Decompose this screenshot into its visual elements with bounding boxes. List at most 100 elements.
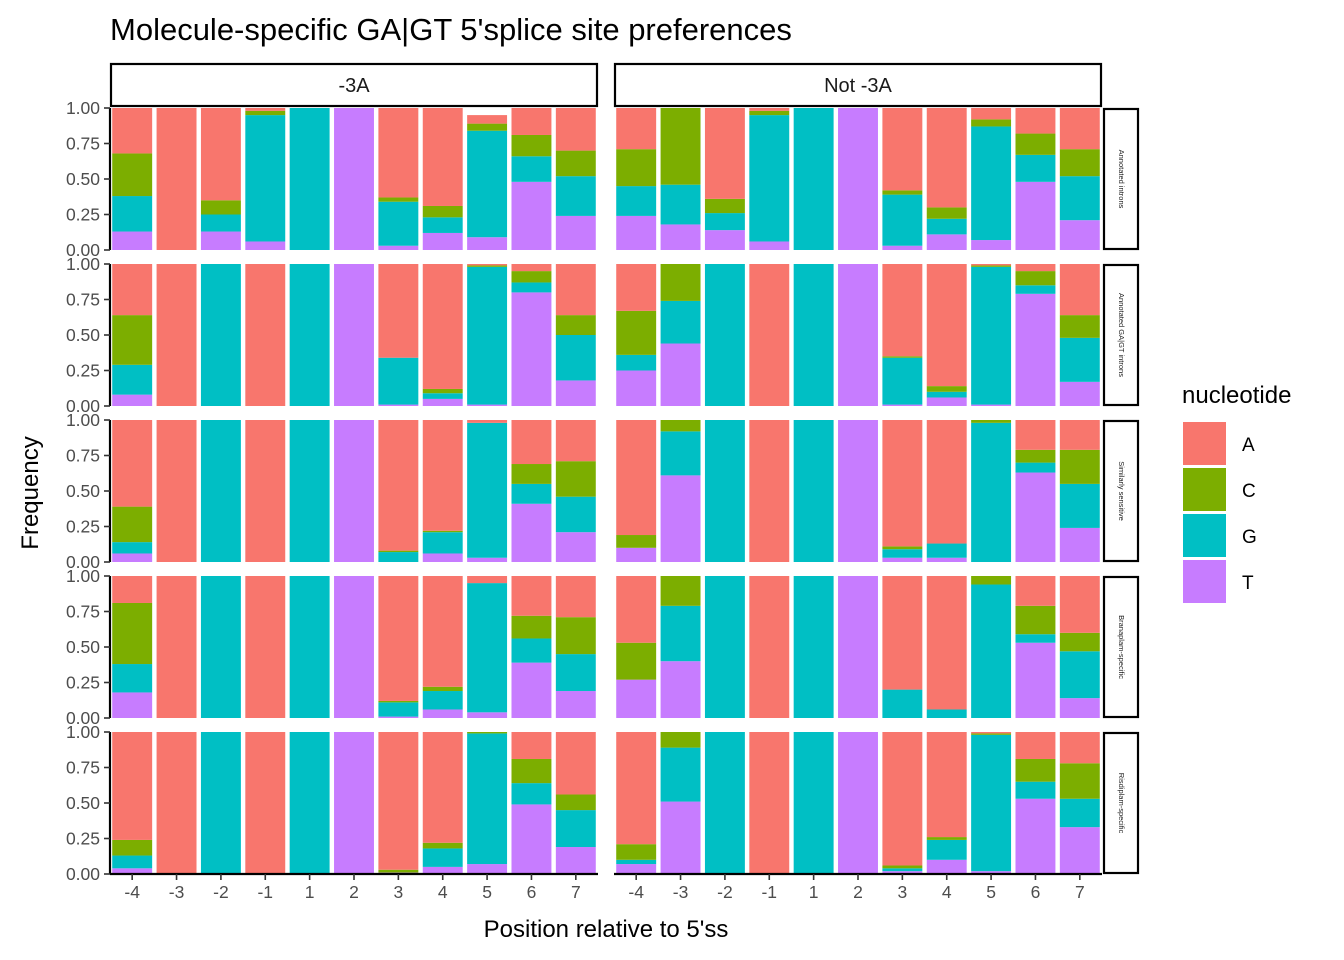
panel-branaplam-specific-3a: 0.00 0.25 0.50 0.75 1.00 (66, 566, 596, 728)
panel-risdiplam-specific-not-3a: -4 -3 -2 -1 1 2 3 4 5 6 7 (614, 732, 1102, 902)
panels: -3A Not -3A Annotated introns Annotated GA|… (66, 62, 1140, 902)
bar-segment-c-pos-5 (971, 576, 1012, 585)
bar-segment-a-pos-6 (511, 732, 552, 759)
x-tick-label: 5 (986, 882, 996, 902)
bar-segment-c-pos-3 (378, 197, 419, 202)
x-tick-label: -3 (169, 882, 185, 902)
bar-segment-a-pos-3 (378, 576, 419, 701)
x-tick-label: -4 (628, 882, 644, 902)
x-tick-label: 3 (393, 882, 403, 902)
column-strip-not-3a: Not -3A (613, 62, 1103, 108)
bar-segment-a-pos-4 (926, 732, 967, 838)
bar-segment-g-pos-3 (378, 201, 419, 246)
row-strip-annotated-ga-gt-introns: Annotated GA|GT introns (1102, 263, 1140, 407)
legend-label: T (1242, 573, 1254, 594)
bar-segment-t-pos-4 (616, 864, 657, 874)
bar-segment-g-pos-7 (555, 496, 596, 533)
bar-segment-t-pos-2 (838, 576, 878, 718)
bar-segment-c-pos-4 (422, 530, 463, 533)
bar-segment-a-pos-7 (1059, 420, 1100, 450)
bar-segment-g-pos-3 (378, 357, 419, 405)
x-tick-label: -2 (213, 882, 229, 902)
column-strip-3a: -3A (109, 62, 599, 108)
y-tick-label: 1.00 (66, 98, 100, 118)
bar-segment-a-pos-3 (882, 264, 923, 357)
row-strip-label: Similarly sensitive (1117, 461, 1126, 521)
bar-segment-g-pos-3 (660, 184, 701, 225)
bar-segment-t-pos-2 (334, 264, 374, 406)
bar-segment-g-pos-5 (467, 266, 508, 405)
column-strip-box (613, 62, 1103, 108)
y-tick-label: 0.00 (66, 864, 100, 884)
bar-segment-c-pos-6 (511, 464, 552, 484)
bar-segment-a-pos-1 (749, 264, 790, 406)
bar-segment-g-pos-5 (971, 422, 1012, 562)
bar-segment-g-pos-1 (289, 108, 330, 250)
bar-segment-g-pos-3 (660, 300, 701, 344)
bar-segment-c-pos-4 (616, 535, 657, 548)
bar-segment-g-pos-1 (245, 115, 286, 242)
bar-segment-c-pos-6 (1015, 758, 1056, 782)
row-strip-label: Branaplam-specific (1117, 615, 1126, 679)
y-tick-label: 0.50 (66, 793, 100, 813)
bar-segment-g-pos-2 (200, 732, 241, 874)
x-tick-label: -3 (673, 882, 689, 902)
bar-segment-t-pos-3 (882, 871, 923, 874)
row-strip-label: Annotated GA|GT introns (1117, 293, 1126, 377)
column-strip-label: -3A (338, 75, 370, 97)
bar-segment-a-pos-3 (882, 576, 923, 690)
bar-segment-g-pos-2 (704, 732, 745, 874)
bar-segment-t-pos-5 (467, 557, 508, 562)
y-tick-label: 1.00 (66, 254, 100, 274)
bar-segment-t-pos-4 (112, 553, 153, 562)
bar-segment-g-pos-7 (555, 335, 596, 381)
bar-segment-c-pos-7 (555, 315, 596, 335)
bar-segment-a-pos-6 (511, 108, 552, 135)
bar-segment-a-pos-3 (882, 108, 923, 191)
y-tick-label: 0.25 (66, 673, 100, 693)
bar-segment-c-pos-3 (660, 732, 701, 748)
bar-segment-c-pos-4 (926, 386, 967, 392)
bar-segment-t-pos-3 (660, 475, 701, 562)
bar-segment-g-pos-2 (704, 576, 745, 718)
bar-segment-g-pos-4 (422, 691, 463, 710)
bar-segment-a-pos-1 (749, 108, 790, 111)
bar-segment-g-pos-1 (793, 732, 834, 874)
bar-segment-c-pos-7 (1059, 763, 1100, 799)
bar-segment-a-pos-5 (971, 732, 1012, 734)
y-tick-label: 0.50 (66, 169, 100, 189)
legend-key (1183, 560, 1226, 603)
legend-item-t: T (1183, 560, 1254, 603)
bar-segment-a-pos-6 (1015, 576, 1056, 606)
bar-segment-a-pos-2 (704, 108, 745, 199)
bar-segment-a-pos-7 (1059, 108, 1100, 150)
bar-segment-a-pos-7 (555, 420, 596, 462)
bar-segment-g-pos-3 (660, 431, 701, 476)
bar-segment-a-pos-6 (511, 576, 552, 616)
bar-segment-g-pos-2 (704, 420, 745, 562)
bar-segment-g-pos-1 (289, 732, 330, 874)
bar-segment-c-pos-4 (422, 842, 463, 849)
bar-segment-c-pos-3 (660, 264, 701, 301)
bar-segment-a-pos-7 (555, 576, 596, 618)
y-tick-label: 1.00 (66, 722, 100, 742)
bar-segment-a-pos-3 (378, 108, 419, 198)
bar-segment-g-pos-2 (200, 420, 241, 562)
bar-segment-a-pos-4 (926, 420, 967, 544)
bar-segment-a-pos-4 (422, 264, 463, 389)
bar-segment-t-pos-7 (1059, 381, 1100, 406)
y-tick-label: 0.25 (66, 205, 100, 225)
bar-segment-t-pos-3 (882, 557, 923, 562)
bar-segment-g-pos-1 (793, 420, 834, 562)
bar-segment-c-pos-7 (555, 461, 596, 497)
bar-segment-c-pos-7 (555, 794, 596, 811)
bar-segment-a-pos-4 (926, 264, 967, 387)
bar-segment-t-pos-2 (334, 108, 374, 250)
y-tick-label: 1.00 (66, 410, 100, 430)
legend-key (1183, 514, 1226, 557)
bar-segment-t-pos-4 (422, 709, 463, 718)
panel-annotated-introns-not-3a (616, 108, 1100, 250)
bar-segment-g-pos-4 (926, 839, 967, 860)
bar-segment-g-pos-1 (793, 264, 834, 406)
bar-segment-g-pos-5 (467, 733, 508, 865)
